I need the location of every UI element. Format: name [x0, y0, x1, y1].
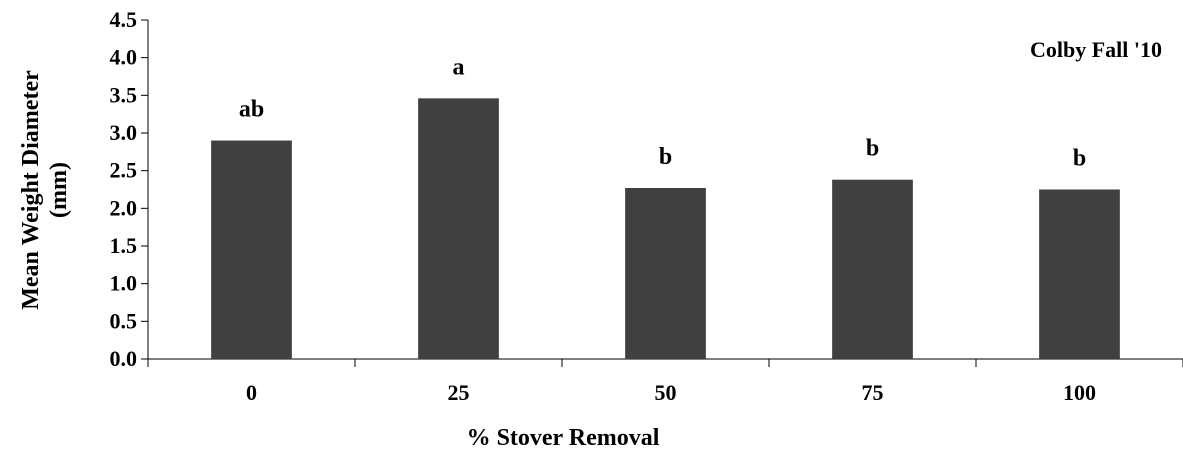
y-tick-label: 0.0 [110, 346, 138, 371]
bar-0 [211, 140, 292, 359]
bar-75 [832, 179, 913, 359]
y-tick-label: 3.5 [110, 82, 138, 107]
x-tick-label: 75 [862, 380, 884, 405]
y-tick-label: 4.0 [110, 45, 138, 70]
y-tick-label: 0.5 [110, 308, 138, 333]
y-axis-title-line-1: Mean Weight Diameter [18, 70, 44, 310]
y-tick-label: 2.0 [110, 195, 138, 220]
x-tick-label: 25 [448, 380, 470, 405]
significance-label: b [1073, 146, 1086, 172]
x-tick-label: 50 [655, 380, 677, 405]
plot-area: 0.0 0.5 1.0 1.5 2.0 2.5 3.0 3.5 4.0 4.5 0 ab 25 a 50 b 7… [110, 7, 1183, 405]
y-tick-label: 4.5 [110, 7, 138, 32]
chart-annotation: Colby Fall '10 [1030, 37, 1162, 62]
y-tick-label: 1.5 [110, 233, 138, 258]
y-tick-label: 1.0 [110, 271, 138, 296]
significance-label: ab [239, 97, 264, 123]
bar-25 [418, 98, 499, 359]
y-tick-label: 3.0 [110, 120, 138, 145]
significance-label: b [659, 144, 672, 170]
x-tick-label: 100 [1063, 380, 1096, 405]
x-tick-label: 0 [246, 380, 257, 405]
significance-label: b [866, 136, 879, 162]
x-axis-title: % Stover Removal [467, 425, 660, 451]
bar-50 [625, 187, 706, 359]
y-tick-label: 2.5 [110, 158, 138, 183]
bar-100 [1039, 189, 1120, 359]
significance-label: a [453, 54, 465, 80]
y-axis-title-line-2: (mm) [46, 162, 72, 218]
